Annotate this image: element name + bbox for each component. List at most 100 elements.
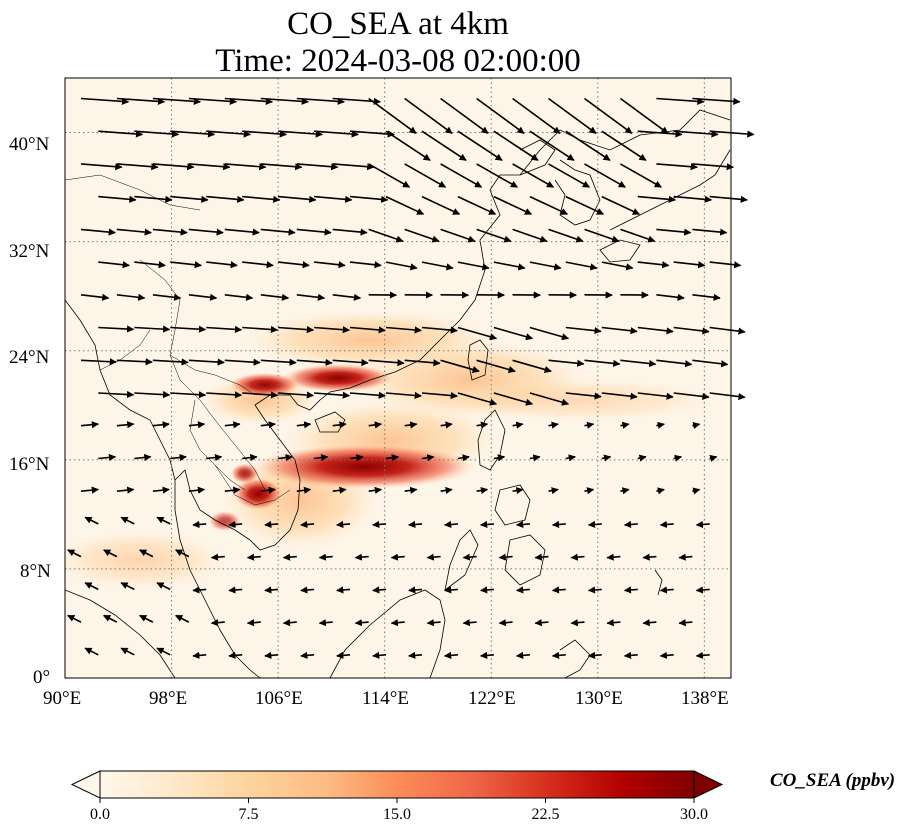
wind-arrow <box>98 390 135 399</box>
wind-arrow <box>296 163 339 171</box>
lon-tick-90: 90°E <box>43 688 82 709</box>
wind-arrow <box>512 163 555 188</box>
wind-arrow <box>385 326 422 334</box>
wind-arrow <box>67 549 82 558</box>
lat-tick-24: 24°N <box>9 347 50 368</box>
wind-arrow <box>440 486 453 495</box>
wind-arrow <box>332 228 368 236</box>
wind-arrow <box>246 553 261 561</box>
wind-arrow <box>515 520 530 529</box>
wind-arrow <box>98 325 135 333</box>
wind-arrow <box>498 619 513 627</box>
wind-arrow <box>152 421 170 429</box>
wind-arrow <box>408 651 423 659</box>
wind-arrow <box>673 130 719 138</box>
wind-arrow <box>493 261 526 271</box>
wind-arrow <box>659 520 674 529</box>
wind-arrow <box>476 421 489 429</box>
wind-arrow <box>673 326 710 335</box>
lon-tick-122: 122°E <box>468 688 516 709</box>
wind-arrow <box>156 582 171 591</box>
coastlines <box>65 109 731 678</box>
wind-arrow <box>678 553 693 561</box>
wind-arrow <box>548 359 585 367</box>
wind-arrow <box>656 97 705 105</box>
lat-tick-40: 40°N <box>9 134 50 155</box>
wind-arrow <box>637 392 674 400</box>
wind-arrow <box>440 228 476 243</box>
wind-arrow <box>385 391 422 400</box>
wind-arrow <box>116 293 146 301</box>
wind-arrow <box>296 358 333 367</box>
wind-arrow <box>404 228 440 243</box>
wind-arrow <box>170 453 187 462</box>
wind-arrow <box>349 326 386 334</box>
wind-arrow <box>620 421 630 429</box>
wind-arrow <box>457 392 498 406</box>
wind-arrow <box>548 163 591 188</box>
wind-arrow <box>584 421 595 429</box>
wind-arrow <box>134 130 180 138</box>
wind-arrow <box>493 195 533 215</box>
wind-arrow <box>656 293 685 301</box>
wind-arrow <box>152 163 195 171</box>
wind-arrow <box>188 97 238 105</box>
wind-arrow <box>565 261 598 271</box>
wind-arrow <box>349 130 395 138</box>
wind-arrow <box>260 97 309 105</box>
wind-arrow <box>170 130 216 138</box>
wind-arrow <box>80 293 110 301</box>
colorbar-tick-22.5: 22.5 <box>531 806 560 823</box>
wind-arrow <box>134 390 171 399</box>
wind-arrow <box>551 586 566 594</box>
wind-arrow <box>385 130 431 161</box>
wind-arrow <box>80 358 117 366</box>
wind-arrow <box>548 487 559 495</box>
wind-arrow <box>584 163 626 188</box>
wind-arrow <box>116 421 135 429</box>
lat-tick-8: 8°N <box>20 561 51 582</box>
wind-arrow <box>673 261 706 269</box>
wind-arrow <box>385 195 425 215</box>
wind-arrow <box>260 421 276 429</box>
wind-arrow <box>368 228 404 243</box>
wind-arrow <box>620 163 662 188</box>
wind-arrow <box>246 619 261 627</box>
wind-arrow <box>587 651 602 659</box>
wind-arrow <box>493 454 506 462</box>
wind-arrow <box>228 520 243 529</box>
wind-arrow <box>278 326 315 334</box>
wind-arrow <box>349 454 364 462</box>
wind-arrow <box>515 651 530 659</box>
wind-arrow <box>134 453 152 462</box>
wind-arrow <box>332 486 347 494</box>
wind-arrow <box>152 486 170 494</box>
wind-arrow <box>440 97 489 134</box>
wind-arrow <box>493 392 534 406</box>
wind-arrow <box>224 486 241 494</box>
wind-arrow <box>314 391 351 399</box>
wind-arrow <box>116 358 153 366</box>
wind-arrow <box>529 392 570 406</box>
wind-arrow <box>228 586 243 594</box>
wind-arrow <box>512 97 561 134</box>
wind-arrow <box>242 261 274 269</box>
wind-arrow <box>296 97 345 105</box>
wind-arrow <box>368 97 417 134</box>
wind-arrow <box>408 520 423 529</box>
wind-arrow <box>139 614 154 623</box>
wind-arrow <box>278 195 317 203</box>
wind-arrow <box>421 391 458 400</box>
wind-arrow <box>206 325 243 333</box>
wind-arrow <box>300 520 315 529</box>
wind-arrow <box>103 614 118 623</box>
wind-arrow <box>80 421 100 429</box>
wind-arrow <box>372 651 387 659</box>
wind-arrow <box>584 228 620 243</box>
wind-arrow <box>421 195 461 215</box>
wind-arrow <box>457 454 470 462</box>
wind-arrow <box>224 358 261 366</box>
lon-tick-106: 106°E <box>255 688 303 709</box>
wind-arrow <box>300 586 315 594</box>
wind-arrow <box>260 358 297 366</box>
